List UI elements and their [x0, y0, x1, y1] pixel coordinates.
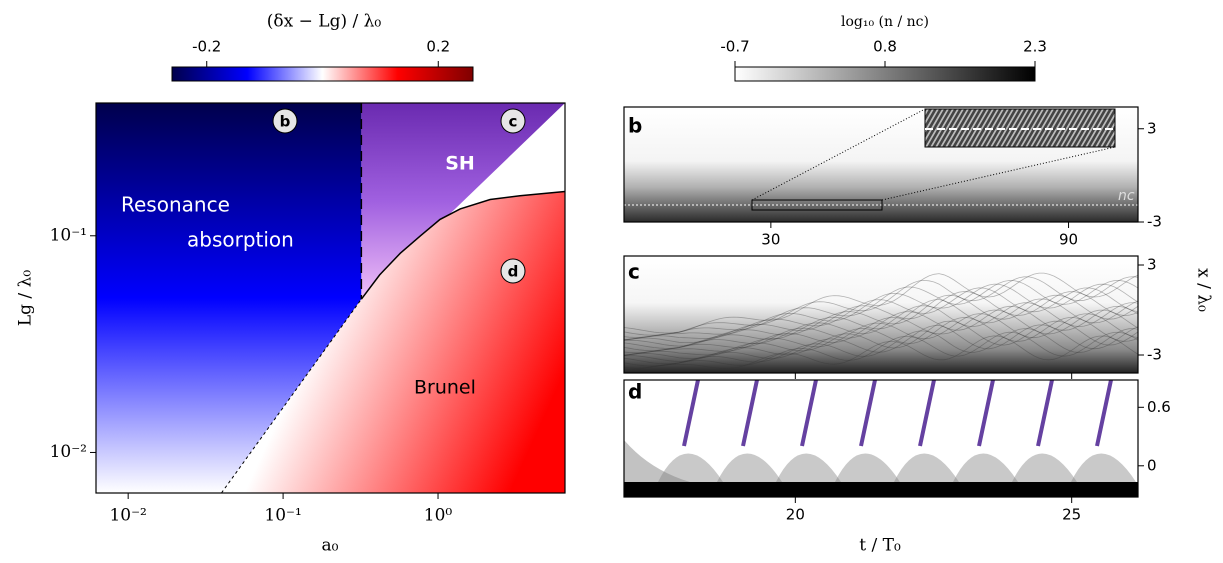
texture [1012, 453, 1077, 482]
annotation: b [280, 113, 291, 131]
texture [1071, 453, 1136, 482]
frame [623, 255, 1139, 374]
texture [624, 440, 690, 482]
texture [1095, 380, 1113, 447]
frame [95, 102, 566, 494]
texture [624, 287, 1138, 341]
y-axis-title: x / λ₀ [1194, 268, 1214, 312]
colorbar-tick-label: 0.8 [873, 38, 897, 56]
y-tick-label: 3 [1147, 119, 1157, 137]
texture [717, 453, 782, 482]
texture [624, 302, 1138, 351]
colorbar [171, 66, 474, 82]
annotation: c [509, 113, 518, 131]
texture [624, 331, 1138, 369]
nc-label: nc [1118, 188, 1135, 204]
texture [741, 380, 759, 447]
x-tick-label: 30 [761, 231, 780, 249]
panel-label: b [628, 114, 642, 138]
x-tick-label: 10⁻² [109, 506, 146, 526]
texture [624, 279, 1138, 338]
heatmap-a [96, 103, 565, 493]
texture [624, 313, 1138, 357]
texture [658, 453, 723, 482]
region [221, 191, 565, 493]
annotation: SH [445, 153, 475, 175]
x-tick-label: 20 [786, 506, 805, 524]
texture [835, 453, 900, 482]
colorbar-tick-label: -0.2 [192, 38, 221, 56]
annotation: Resonance [121, 193, 230, 217]
texture [918, 380, 936, 447]
x-tick-label: 10⁻¹ [264, 506, 301, 526]
frame [623, 379, 1139, 498]
texture [624, 320, 1138, 362]
texture [624, 272, 1138, 334]
annotation: absorption [187, 228, 294, 252]
annotation-marker [500, 108, 526, 134]
texture [1036, 380, 1054, 447]
colorbar-title: (δx − Lg) / λ₀ [267, 12, 382, 32]
y-tick-label: 0 [1147, 456, 1157, 474]
texture [776, 453, 841, 482]
texture [624, 305, 1138, 354]
colorbar-tick-label: 2.3 [1023, 38, 1047, 56]
texture [624, 291, 1138, 343]
annotation: Brunel [414, 377, 476, 399]
region [96, 103, 362, 493]
texture [624, 283, 1138, 340]
texture [624, 335, 1138, 371]
y-tick-label: 10⁻¹ [50, 225, 87, 245]
texture [624, 328, 1138, 367]
colorbar-tick-label: 0.2 [426, 38, 450, 56]
panel-label: c [628, 260, 640, 284]
colorbar [734, 66, 1036, 82]
colorbar-title: log₁₀ (n / nc) [841, 14, 929, 30]
annotation-marker [500, 258, 526, 284]
x-axis-title: a₀ [322, 536, 339, 556]
x-tick-label: 90 [1059, 231, 1078, 249]
texture [624, 276, 1138, 336]
texture [977, 380, 995, 447]
y-axis-title: Lg / λ₀ [16, 270, 36, 326]
texture [800, 380, 818, 447]
image-b [624, 107, 1138, 222]
texture [953, 453, 1018, 482]
texture [624, 298, 1138, 349]
texture [624, 316, 1138, 359]
x-tick-label: 25 [1062, 506, 1081, 524]
boundary-line [221, 298, 362, 493]
annotation-marker [272, 108, 298, 134]
texture [682, 380, 700, 447]
colorbar-tick-label: -0.7 [720, 38, 749, 56]
y-tick-label: -3 [1147, 346, 1162, 364]
frame [623, 106, 1139, 223]
y-tick-label: 10⁻² [50, 442, 87, 462]
texture [624, 324, 1138, 365]
boundary-line [360, 190, 565, 300]
image-c [624, 256, 1138, 373]
y-tick-label: -3 [1147, 213, 1162, 231]
texture [624, 294, 1138, 347]
image-d [624, 380, 1138, 497]
annotation: d [508, 263, 519, 281]
panel-label: d [628, 380, 642, 404]
texture [859, 380, 877, 447]
y-tick-label: 0.6 [1147, 398, 1171, 416]
x-axis-title: t / T₀ [859, 536, 901, 556]
texture [894, 453, 959, 482]
x-tick-label: 10⁰ [424, 506, 453, 526]
texture [624, 309, 1138, 356]
y-tick-label: 3 [1147, 256, 1157, 274]
